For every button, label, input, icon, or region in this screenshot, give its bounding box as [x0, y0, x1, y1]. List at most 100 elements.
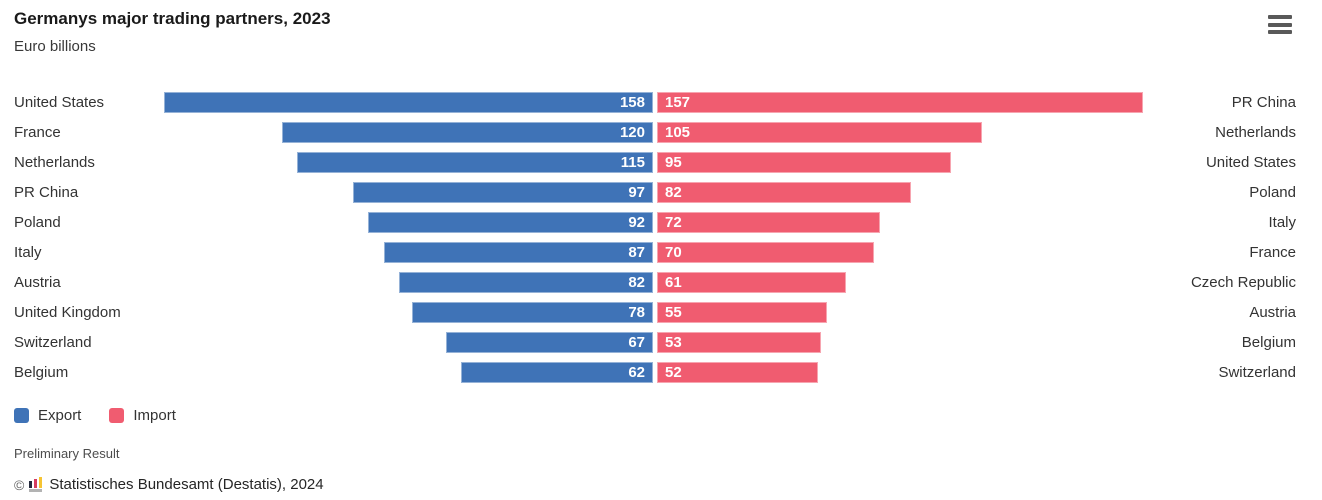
chart-row: United States 158 157 PR China — [14, 87, 1296, 117]
legend-import-label: Import — [133, 407, 176, 424]
export-bar[interactable]: 78 — [411, 301, 653, 323]
export-country-label: France — [14, 123, 61, 141]
export-country-label: United States — [14, 93, 105, 111]
export-bar-zone: 87 — [164, 241, 653, 263]
import-bar[interactable]: 105 — [657, 121, 982, 143]
hamburger-icon — [1268, 15, 1292, 19]
rows: United States 158 157 PR China France 12… — [14, 87, 1296, 387]
chart-title: Germanys major trading partners, 2023 — [14, 9, 331, 28]
import-bar-zone: 157 — [657, 91, 1146, 113]
export-bar[interactable]: 115 — [297, 151, 653, 173]
legend-item-export[interactable]: Export — [14, 407, 81, 424]
export-value-label: 82 — [628, 273, 645, 291]
export-bar-zone: 62 — [164, 361, 653, 383]
chart-row: Austria 82 61 Czech Republic — [14, 267, 1296, 297]
chart-row: France 120 105 Netherlands — [14, 117, 1296, 147]
export-country-label: Italy — [14, 243, 42, 261]
hamburger-icon — [1268, 22, 1292, 27]
import-country-label: Italy — [1268, 213, 1296, 231]
import-swatch-icon — [109, 408, 125, 423]
export-bar-zone: 82 — [164, 271, 653, 293]
import-country-label: Belgium — [1241, 333, 1296, 351]
export-value-label: 67 — [628, 333, 645, 351]
hamburger-icon — [1268, 30, 1292, 34]
import-bar-zone: 72 — [657, 211, 1146, 233]
export-bar-zone: 97 — [164, 181, 653, 203]
import-bar[interactable]: 61 — [657, 271, 846, 293]
import-value-label: 61 — [665, 273, 682, 291]
import-bar-zone: 82 — [657, 181, 1146, 203]
credit-text: Statistisches Bundesamt (Destatis), 2024 — [49, 476, 324, 493]
export-bar[interactable]: 87 — [383, 241, 653, 263]
import-bar-zone: 105 — [657, 121, 1146, 143]
export-value-label: 62 — [628, 363, 645, 381]
export-bar-zone: 67 — [164, 331, 653, 353]
export-country-label: Netherlands — [14, 153, 95, 171]
legend: Export Import — [14, 407, 1296, 424]
import-bar[interactable]: 82 — [657, 181, 911, 203]
chart-subtitle: Euro billions — [14, 38, 96, 55]
export-value-label: 97 — [628, 183, 645, 201]
import-bar-zone: 61 — [657, 271, 1146, 293]
export-country-label: Austria — [14, 273, 61, 291]
butterfly-chart: United States 158 157 PR China France 12… — [14, 87, 1296, 387]
export-bar[interactable]: 82 — [399, 271, 653, 293]
import-value-label: 70 — [665, 243, 682, 261]
export-value-label: 158 — [619, 93, 645, 111]
chart-row: Italy 87 70 France — [14, 237, 1296, 267]
chart-row: Netherlands 115 95 United States — [14, 147, 1296, 177]
export-bar[interactable]: 120 — [281, 121, 653, 143]
import-bar[interactable]: 95 — [657, 151, 952, 173]
import-value-label: 82 — [665, 183, 682, 201]
credit-line: © Statistisches Bundesamt (Destatis), 20… — [14, 476, 1296, 493]
import-bar-zone: 95 — [657, 151, 1146, 173]
export-value-label: 78 — [628, 303, 645, 321]
chart-row: United Kingdom 78 55 Austria — [14, 297, 1296, 327]
import-bar[interactable]: 55 — [657, 301, 828, 323]
import-country-label: United States — [1205, 153, 1296, 171]
legend-export-label: Export — [38, 407, 82, 424]
export-country-label: United Kingdom — [14, 303, 121, 321]
export-value-label: 92 — [628, 213, 645, 231]
import-country-label: Switzerland — [1218, 363, 1296, 381]
import-country-label: Netherlands — [1215, 123, 1296, 141]
import-value-label: 72 — [665, 213, 682, 231]
export-country-label: Belgium — [14, 363, 69, 381]
export-bar-zone: 120 — [164, 121, 653, 143]
import-value-label: 105 — [665, 123, 691, 141]
import-bar-zone: 52 — [657, 361, 1146, 383]
import-value-label: 55 — [665, 303, 682, 321]
import-bar-zone: 53 — [657, 331, 1146, 353]
import-country-label: France — [1249, 243, 1296, 261]
chart-row: Belgium 62 52 Switzerland — [14, 357, 1296, 387]
export-bar[interactable]: 62 — [461, 361, 653, 383]
export-value-label: 87 — [628, 243, 645, 261]
import-bar[interactable]: 70 — [657, 241, 874, 263]
import-country-label: Czech Republic — [1190, 273, 1296, 291]
export-bar[interactable]: 97 — [352, 181, 653, 203]
export-country-label: Switzerland — [14, 333, 92, 351]
export-bar-zone: 92 — [164, 211, 653, 233]
chart-row: Switzerland 67 53 Belgium — [14, 327, 1296, 357]
import-country-label: Austria — [1249, 303, 1296, 321]
import-bar-zone: 55 — [657, 301, 1146, 323]
legend-item-import[interactable]: Import — [109, 407, 176, 424]
import-country-label: PR China — [1231, 93, 1296, 111]
export-bar-zone: 115 — [164, 151, 653, 173]
export-bar[interactable]: 158 — [164, 91, 653, 113]
import-bar[interactable]: 52 — [657, 361, 818, 383]
import-value-label: 52 — [665, 363, 682, 381]
export-bar[interactable]: 92 — [368, 211, 653, 233]
export-bar[interactable]: 67 — [445, 331, 653, 353]
import-bar[interactable]: 72 — [657, 211, 880, 233]
export-swatch-icon — [14, 408, 29, 423]
import-country-label: Poland — [1249, 183, 1296, 201]
export-bar-zone: 78 — [164, 301, 653, 323]
import-bar[interactable]: 157 — [657, 91, 1143, 113]
export-bar-zone: 158 — [164, 91, 653, 113]
context-menu-button[interactable] — [1268, 15, 1292, 34]
import-bar-zone: 70 — [657, 241, 1146, 263]
import-bar[interactable]: 53 — [657, 331, 822, 353]
import-value-label: 53 — [665, 333, 682, 351]
